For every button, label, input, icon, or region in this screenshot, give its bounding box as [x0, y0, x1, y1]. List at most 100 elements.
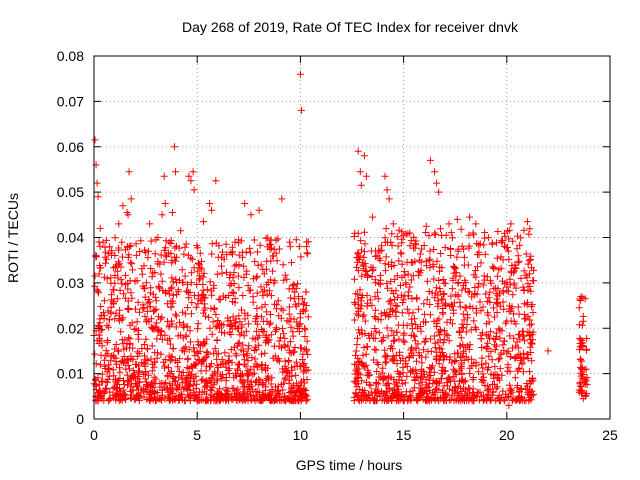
data-point — [161, 331, 169, 339]
data-point — [248, 354, 256, 362]
data-point — [128, 260, 136, 268]
data-point — [259, 396, 267, 404]
data-point — [107, 303, 115, 311]
data-point — [277, 334, 284, 342]
data-point — [466, 364, 474, 372]
data-point — [479, 364, 487, 372]
y-tick-label: 0.05 — [57, 184, 84, 200]
data-point — [94, 287, 102, 295]
data-point — [382, 225, 390, 233]
data-series — [90, 70, 591, 409]
data-point — [437, 375, 445, 382]
data-point — [99, 377, 107, 385]
data-point — [94, 389, 102, 396]
data-point — [211, 345, 219, 353]
data-point — [443, 378, 451, 386]
data-point — [221, 329, 229, 337]
data-point — [454, 247, 462, 255]
data-point — [393, 272, 401, 280]
data-point — [427, 347, 435, 355]
data-point — [269, 252, 277, 260]
data-point — [370, 395, 378, 403]
data-point — [158, 277, 166, 285]
data-point — [242, 327, 250, 335]
data-point — [475, 396, 483, 404]
data-point — [294, 280, 301, 288]
data-point — [372, 385, 380, 393]
data-point — [103, 338, 111, 346]
data-point — [126, 335, 134, 343]
data-point — [378, 369, 386, 377]
data-point — [499, 237, 507, 244]
data-point — [439, 339, 447, 347]
data-point — [255, 332, 263, 340]
data-point — [165, 238, 173, 246]
data-point — [433, 348, 441, 356]
data-point — [462, 386, 469, 394]
data-point — [478, 378, 486, 386]
data-point — [371, 293, 379, 301]
data-point — [158, 211, 166, 219]
data-point — [187, 279, 195, 287]
data-point — [210, 284, 218, 292]
data-point — [516, 241, 524, 249]
data-point — [285, 303, 293, 311]
data-point — [524, 286, 532, 294]
data-point — [478, 344, 486, 351]
data-point — [452, 368, 460, 376]
data-point — [407, 259, 415, 266]
data-point — [125, 168, 133, 176]
data-point — [355, 311, 362, 319]
data-point — [577, 356, 585, 364]
data-point — [361, 363, 368, 370]
data-point — [510, 334, 518, 342]
data-point — [426, 311, 434, 319]
data-point — [238, 323, 246, 331]
data-point — [522, 250, 530, 258]
data-point — [133, 361, 141, 369]
data-point — [413, 357, 420, 365]
data-point — [361, 259, 369, 267]
data-point — [457, 334, 465, 342]
data-point — [152, 236, 160, 244]
data-point — [225, 292, 233, 299]
data-point — [287, 389, 295, 397]
data-point — [296, 70, 304, 78]
data-point — [224, 317, 232, 325]
data-point — [301, 345, 309, 353]
data-point — [140, 304, 148, 311]
data-point — [175, 397, 183, 404]
data-point — [218, 328, 225, 336]
data-point — [477, 307, 485, 315]
data-point — [95, 331, 103, 339]
data-point — [273, 393, 280, 401]
data-point — [470, 317, 478, 325]
data-point — [208, 206, 216, 214]
data-point — [97, 303, 105, 310]
data-point — [173, 279, 180, 287]
data-point — [274, 382, 282, 390]
data-point — [580, 366, 588, 374]
data-point — [96, 264, 104, 272]
data-point — [98, 370, 106, 378]
data-point — [169, 291, 177, 299]
data-point — [147, 315, 155, 323]
data-point — [472, 267, 479, 275]
data-point — [351, 275, 358, 283]
data-point — [505, 401, 513, 409]
data-point — [205, 313, 213, 321]
data-point — [267, 331, 275, 339]
data-point — [579, 395, 587, 403]
data-point — [383, 309, 391, 317]
data-point — [254, 248, 261, 256]
data-point — [261, 364, 269, 372]
data-point — [484, 382, 492, 390]
data-point — [148, 273, 156, 281]
data-point — [141, 246, 149, 254]
data-point — [110, 353, 118, 361]
data-point — [94, 374, 102, 382]
data-point — [217, 372, 225, 380]
data-point — [280, 396, 288, 403]
data-point — [449, 274, 457, 282]
data-point — [100, 356, 108, 364]
